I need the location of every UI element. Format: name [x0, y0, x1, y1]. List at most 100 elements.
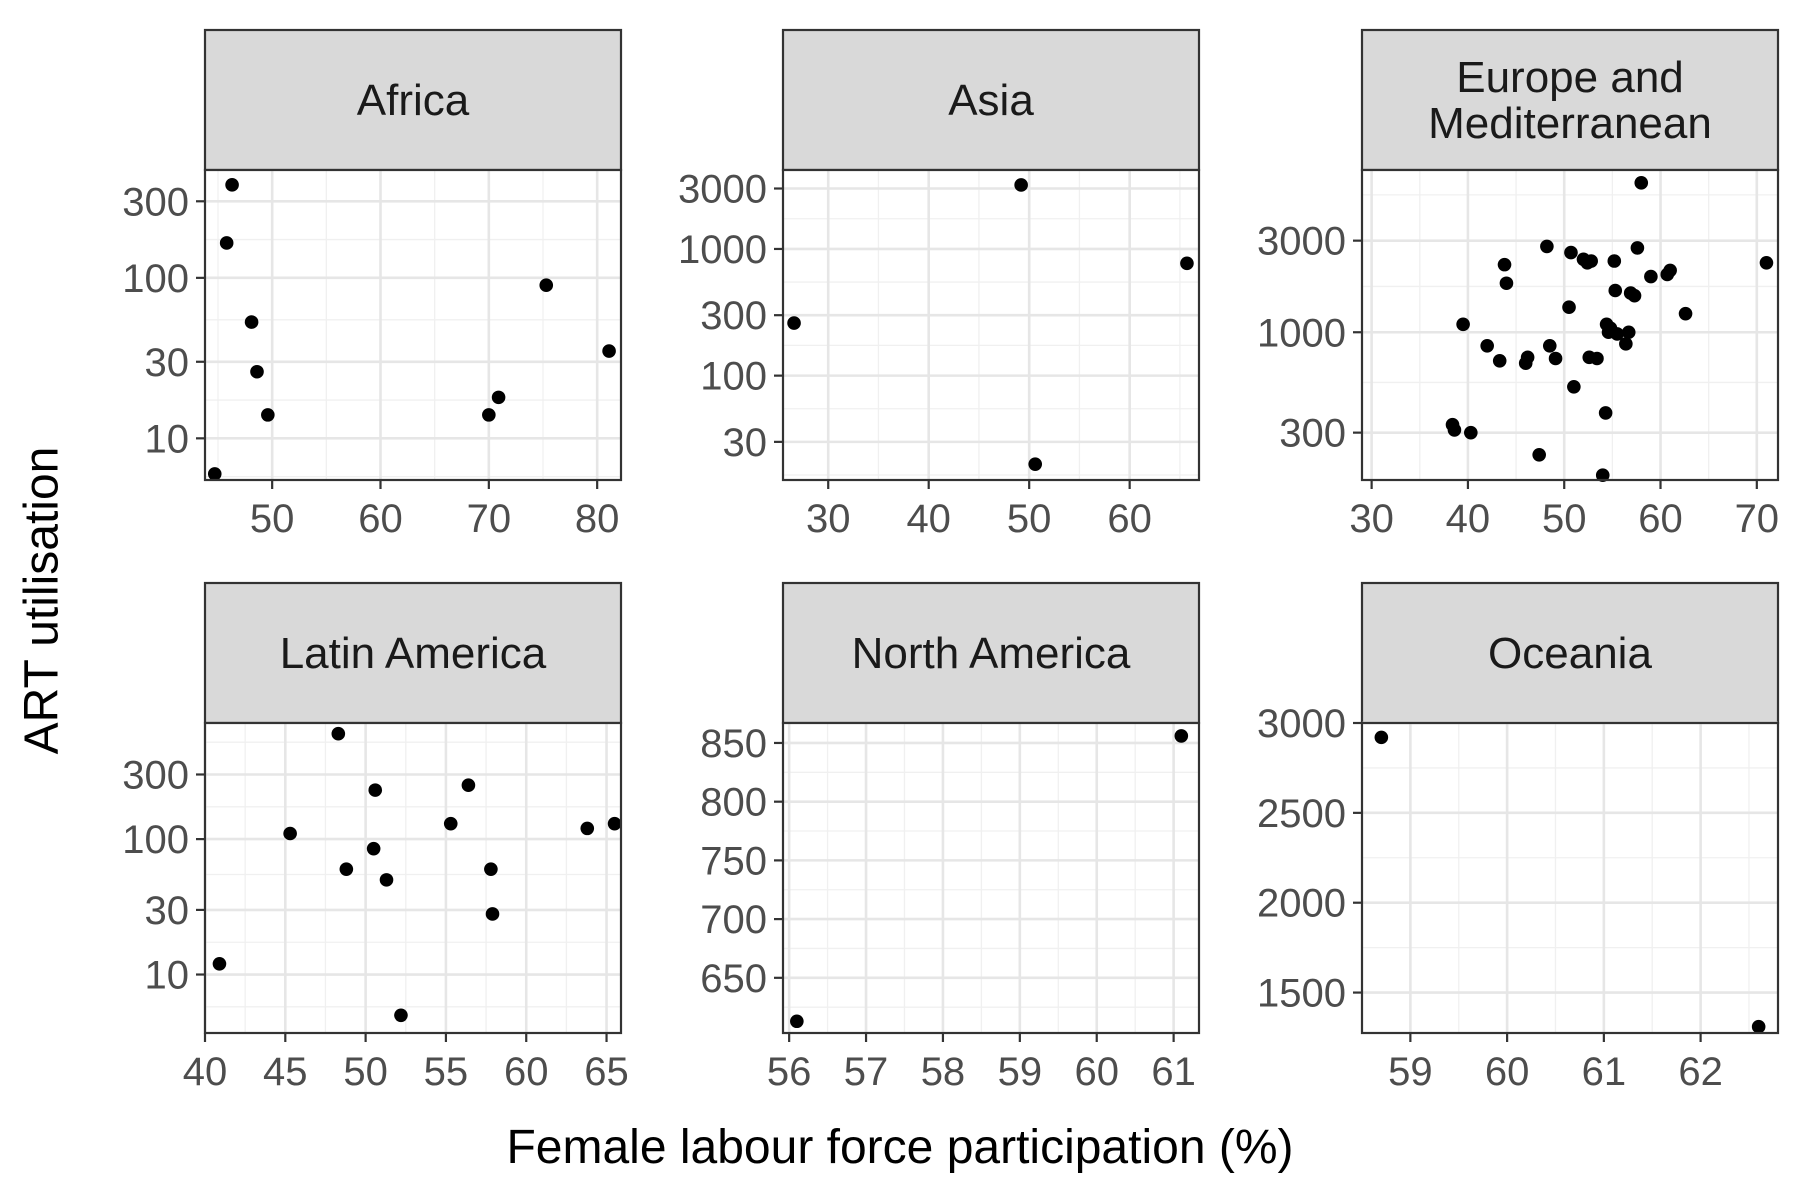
data-point [1532, 447, 1546, 462]
x-tick-label: 40 [1446, 497, 1491, 541]
y-tick-label: 3000 [1257, 220, 1346, 264]
data-point [602, 344, 616, 358]
panel-border [203, 168, 623, 482]
data-point [443, 816, 458, 831]
y-tick-label: 850 [700, 722, 767, 766]
x-tick-label: 40 [183, 1050, 228, 1094]
y-tick-label: 2500 [1257, 792, 1346, 836]
data-point [1374, 730, 1389, 745]
data-point [1562, 300, 1576, 315]
panel-border [1360, 168, 1780, 482]
panel-border [781, 168, 1201, 482]
data-point [1542, 339, 1557, 353]
data-point [1174, 729, 1189, 743]
y-tick-label: 30 [723, 421, 768, 465]
plot-area [205, 723, 621, 1033]
data-point [790, 1014, 804, 1029]
data-point [1564, 245, 1578, 260]
x-tick-label: 50 [250, 497, 295, 541]
data-point [1608, 283, 1623, 298]
data-point [1627, 288, 1642, 303]
data-point [219, 236, 234, 250]
data-point [482, 408, 496, 422]
data-point [1630, 241, 1645, 255]
panel-oceania: Oceania 59 60 61 62 1500 2000 2500 3000 [1257, 581, 1780, 1094]
x-tick-label: 70 [467, 497, 512, 541]
x-tick-label: 61 [1151, 1050, 1196, 1094]
y-tick-label: 1000 [1257, 311, 1346, 355]
x-tick-label: 59 [1388, 1050, 1433, 1094]
data-point [283, 826, 297, 841]
data-point [1584, 254, 1598, 268]
x-tick-label: 45 [263, 1050, 308, 1094]
x-tick-label: 30 [806, 497, 851, 541]
panel-latin-america: Latin America 40 45 50 55 60 65 10 30 100 300 [122, 581, 629, 1094]
data-point [1644, 269, 1658, 284]
panel-border [781, 721, 1201, 1035]
data-point [1464, 425, 1478, 440]
data-point [484, 862, 498, 876]
data-points [790, 729, 1189, 1029]
y-axis-title: ART utilisation [14, 446, 68, 754]
data-points [787, 178, 1194, 471]
facet-strip [781, 581, 1201, 725]
gridlines [783, 723, 1199, 1033]
data-point [1520, 350, 1535, 365]
data-point [607, 816, 622, 831]
data-point [1598, 406, 1613, 420]
data-point [368, 783, 383, 797]
x-tick-label: 57 [844, 1050, 889, 1094]
plot-area [205, 170, 621, 480]
y-tick-label: 10 [145, 954, 190, 998]
data-point [485, 907, 500, 921]
plot-area [783, 723, 1199, 1033]
x-tick-label: 56 [767, 1050, 812, 1094]
data-point [1499, 276, 1514, 291]
x-tick-label: 50 [343, 1050, 388, 1094]
y-tick-label: 30 [145, 341, 190, 385]
data-point [1540, 239, 1554, 254]
y-tick-label: 300 [700, 294, 767, 338]
data-point [1497, 257, 1512, 272]
y-tick-label: 300 [122, 753, 189, 797]
data-point [1548, 351, 1563, 366]
data-point [1619, 337, 1633, 351]
data-point [1014, 178, 1028, 192]
x-tick-label: 58 [921, 1050, 966, 1094]
x-tick-label: 30 [1349, 497, 1394, 541]
x-axis-title: Female labour force participation (%) [506, 1121, 1294, 1174]
data-point [1567, 379, 1581, 394]
gridlines [203, 723, 621, 1033]
facet-title: Latin America [280, 629, 547, 678]
facet-title: Africa [357, 76, 470, 125]
x-tick-label: 80 [575, 497, 620, 541]
y-tick-label: 650 [700, 957, 767, 1001]
data-point [1595, 468, 1610, 483]
x-tick-label: 60 [1107, 497, 1152, 541]
x-tick-label: 61 [1582, 1050, 1627, 1094]
data-point [1447, 423, 1462, 437]
y-tick-label: 300 [1279, 412, 1346, 456]
y-tick-label: 300 [122, 180, 189, 224]
data-point [1492, 354, 1507, 368]
data-point [212, 957, 227, 971]
y-tick-label: 3000 [1257, 702, 1346, 746]
data-point [1663, 263, 1677, 278]
x-tick-label: 65 [584, 1050, 629, 1094]
panel-africa: Africa 50 60 70 80 10 30 100 300 [122, 28, 623, 541]
x-tick-label: 55 [424, 1050, 469, 1094]
data-point [1759, 256, 1774, 270]
y-tick-label: 1000 [678, 228, 767, 272]
x-tick-label: 59 [998, 1050, 1043, 1094]
x-tick-label: 50 [1542, 497, 1587, 541]
x-tick-label: 40 [906, 497, 951, 541]
data-point [366, 841, 381, 856]
panel-europe-and-mediterranean: Europe and Mediterranean 30 40 50 60 70 300 1000… [1257, 28, 1780, 541]
y-tick-label: 2000 [1257, 882, 1346, 926]
x-tick-label: 62 [1678, 1050, 1723, 1094]
data-point [1607, 254, 1622, 268]
facet-panels: Africa 50 60 70 80 10 30 100 300 Asia 30 40 50 60 30 10… [122, 28, 1780, 1094]
y-tick-label: 30 [145, 889, 190, 933]
facet-title: Oceania [1488, 629, 1652, 678]
